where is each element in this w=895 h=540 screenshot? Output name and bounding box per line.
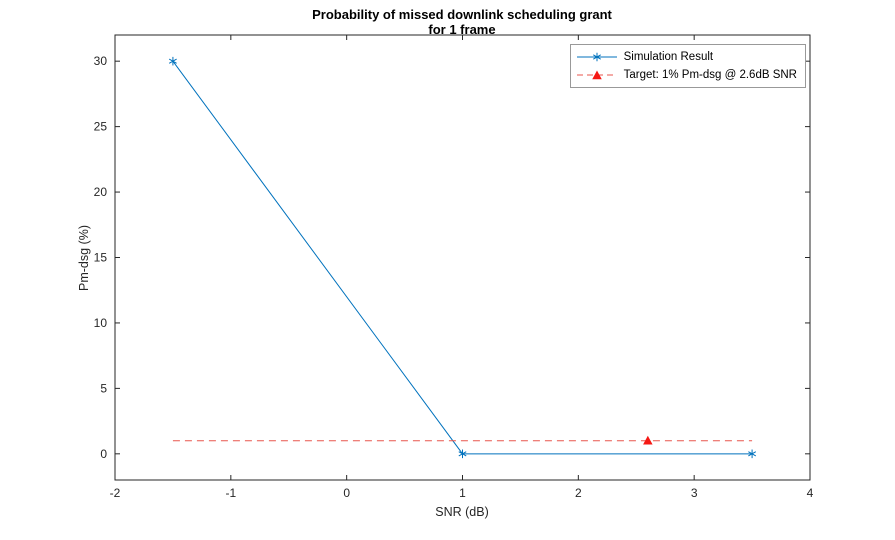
x-tick-label: 1 (459, 486, 466, 500)
y-tick-label: 30 (94, 54, 108, 68)
x-tick-label: 3 (691, 486, 698, 500)
y-axis-label: Pm-dsg (%) (77, 225, 91, 291)
x-tick-label: -1 (225, 486, 236, 500)
x-tick-label: 4 (807, 486, 814, 500)
y-tick-label: 0 (100, 447, 107, 461)
x-axis-ticks: -2 -1 0 1 2 3 4 (110, 35, 814, 500)
chart-title: Probability of missed downlink schedulin… (312, 7, 612, 37)
x-tick-label: -2 (110, 486, 121, 500)
series-1 (172, 435, 753, 445)
axes-box (114, 34, 811, 481)
y-tick-label: 25 (94, 120, 108, 134)
series-0 (168, 56, 757, 459)
x-tick-label: 0 (343, 486, 350, 500)
x-axis-label: SNR (dB) (435, 505, 489, 519)
legend-label-simulation: Simulation Result (623, 51, 714, 63)
y-tick-label: 20 (94, 185, 108, 199)
legend-entry-target: Target: 1% Pm-dsg @ 2.6dB SNR (575, 66, 797, 84)
legend-sample-simulation-line-icon (576, 52, 617, 62)
legend-entry-simulation: Simulation Result (575, 48, 797, 66)
y-tick-label: 15 (94, 251, 108, 265)
legend-label-target: Target: 1% Pm-dsg @ 2.6dB SNR (623, 69, 797, 81)
legend: Simulation Result Target: 1% Pm-dsg @ 2.… (569, 44, 806, 88)
chart-title-line2: for 1 frame (428, 22, 496, 37)
x-tick-label: 2 (575, 486, 582, 500)
y-tick-label: 10 (94, 316, 108, 330)
legend-sample-target-line-icon (576, 70, 617, 80)
y-tick-label: 5 (100, 381, 107, 395)
chart-title-line1: Probability of missed downlink schedulin… (312, 7, 612, 22)
y-axis-ticks: 0 5 10 15 20 25 30 (94, 54, 810, 461)
